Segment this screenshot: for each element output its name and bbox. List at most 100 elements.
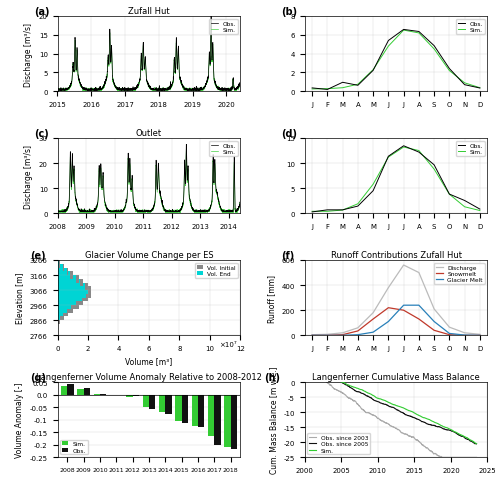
Obs.	[184, 142, 190, 148]
Obs.	[370, 188, 376, 194]
Text: (f): (f)	[280, 250, 294, 260]
Sim.	[400, 28, 406, 34]
Sim.	[124, 88, 130, 93]
Obs.	[340, 80, 345, 86]
Sim.	[446, 192, 452, 198]
Bar	[214, 395, 220, 445]
Obs.	[431, 44, 437, 49]
Bar	[159, 395, 166, 412]
Title: Glacier Volume Change per ES: Glacier Volume Change per ES	[84, 251, 214, 260]
Bar	[230, 395, 237, 449]
Y-axis label: Elevation [m]: Elevation [m]	[15, 272, 24, 324]
Glacier Melt	[431, 319, 437, 325]
Obs.	[113, 210, 119, 215]
Discharge	[431, 306, 437, 312]
Glacier Melt	[446, 331, 452, 337]
Sim.	[184, 147, 190, 152]
Line: Obs.: Obs.	[312, 147, 480, 212]
Sim.	[208, 18, 214, 24]
Bar	[192, 395, 198, 426]
Title: Outlet: Outlet	[136, 129, 162, 138]
Discharge	[340, 330, 345, 336]
Bar	[100, 394, 106, 395]
Obs.	[124, 88, 130, 94]
Line: Obs.: Obs.	[58, 17, 240, 91]
Obs. since 2003	[324, 379, 330, 385]
Obs. since 2005	[338, 379, 344, 385]
Bar	[224, 395, 230, 447]
Line: Glacier Melt: Glacier Melt	[312, 305, 480, 335]
Sim.	[309, 87, 315, 92]
Snowmelt	[462, 333, 468, 338]
Y-axis label: Discharge [m³/s]: Discharge [m³/s]	[24, 144, 33, 208]
Legend: Discharge, Snowmelt, Glacier Melt: Discharge, Snowmelt, Glacier Melt	[434, 263, 484, 285]
Obs.	[234, 208, 240, 214]
Obs.	[477, 207, 483, 212]
Obs.	[386, 39, 392, 45]
Obs.	[400, 28, 406, 33]
Obs.	[400, 144, 406, 150]
Obs.	[416, 150, 422, 156]
Sim.	[431, 47, 437, 53]
Obs.	[124, 171, 130, 177]
Sim.	[238, 205, 244, 211]
Sim.	[86, 88, 92, 94]
Text: (d): (d)	[280, 128, 296, 138]
Sim.	[238, 83, 244, 89]
Bar	[208, 395, 214, 436]
Obs. since 2005	[378, 400, 384, 406]
Text: (b): (b)	[280, 7, 297, 16]
Line: Discharge: Discharge	[312, 265, 480, 335]
Legend: Obs., Sim.: Obs., Sim.	[209, 142, 238, 156]
Sim.	[355, 82, 361, 88]
Sim.	[214, 86, 220, 91]
Sim.	[76, 207, 82, 213]
Glacier Melt	[416, 302, 422, 308]
Snowmelt	[477, 333, 483, 338]
Sim.	[378, 396, 384, 402]
Obs.	[431, 163, 437, 168]
Glacier Melt	[355, 332, 361, 338]
Bar	[143, 395, 149, 407]
Line: Sim.: Sim.	[58, 21, 240, 92]
Obs. since 2003	[402, 431, 408, 437]
Obs. since 2003	[324, 379, 330, 385]
Obs.	[208, 14, 214, 20]
Sim.	[386, 44, 392, 50]
Obs. since 2005	[474, 441, 480, 447]
Glacier Melt	[340, 333, 345, 338]
Sim.	[477, 86, 483, 91]
Discharge	[324, 332, 330, 337]
Title: Langenferner Cumulative Mass Balance: Langenferner Cumulative Mass Balance	[312, 373, 480, 381]
Obs.	[54, 209, 60, 215]
Bar	[61, 386, 68, 395]
Bar	[182, 395, 188, 423]
Sim.	[400, 145, 406, 151]
Obs.	[309, 86, 315, 91]
Obs. since 2003	[432, 451, 438, 456]
Obs.	[309, 210, 315, 215]
Line: Sim.: Sim.	[312, 148, 480, 212]
Snowmelt	[386, 305, 392, 311]
Sim.	[362, 389, 368, 395]
Obs.	[324, 208, 330, 213]
Bar	[78, 389, 84, 395]
Snowmelt	[355, 328, 361, 334]
Sim.	[462, 204, 468, 210]
Obs.	[462, 198, 468, 204]
Glacier Melt	[309, 333, 315, 338]
Obs. since 2003	[358, 406, 364, 412]
Discharge	[309, 332, 315, 338]
Obs.	[416, 30, 422, 35]
Obs.	[446, 66, 452, 72]
Bar	[94, 394, 100, 395]
Sim.	[214, 193, 220, 198]
Legend: Obs., Sim.: Obs., Sim.	[209, 20, 238, 35]
Text: (g): (g)	[30, 372, 46, 382]
Sim.	[370, 68, 376, 74]
Glacier Melt	[400, 302, 406, 308]
Obs.	[76, 206, 82, 212]
Discharge	[446, 325, 452, 331]
Snowmelt	[370, 317, 376, 322]
Obs. since 2003	[378, 418, 384, 424]
